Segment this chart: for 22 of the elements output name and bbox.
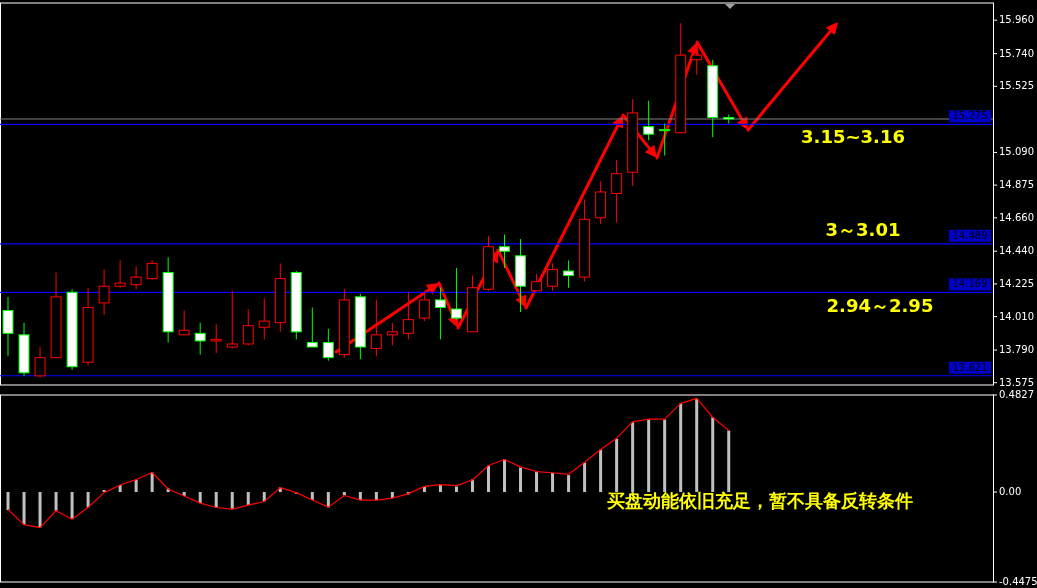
y-tick-label: 14.225 [999, 277, 1034, 289]
y-tick-label: 15.740 [999, 47, 1034, 59]
y-tick-label: 14.660 [999, 211, 1034, 223]
ref-line-label: 15.275 [952, 110, 988, 122]
ref-line-label: 14.489 [952, 229, 988, 241]
y-tick-label: 14.875 [999, 179, 1034, 191]
y-tick-label: 15.960 [999, 14, 1034, 26]
y-tick-label: 15.090 [999, 146, 1034, 158]
ref-line-label: 13.621 [952, 361, 988, 373]
y-tick-label: 13.575 [999, 376, 1034, 388]
annotation: 3.15~3.16 [801, 126, 905, 147]
y-tick-label: 13.790 [999, 344, 1034, 356]
y-tick-label: -0.4475 [999, 576, 1037, 587]
ref-line-label: 14.169 [952, 278, 988, 290]
y-tick-label: 14.010 [999, 310, 1034, 322]
y-tick-label: 0.00 [999, 486, 1022, 498]
y-tick-label: 0.4827 [999, 389, 1034, 400]
y-tick-label: 15.525 [999, 80, 1034, 92]
annotation: 2.94～2.95 [826, 295, 934, 316]
y-tick-label: 14.440 [999, 245, 1034, 257]
annotation: 3～3.01 [825, 219, 901, 240]
annotation: 买盘动能依旧充足，暂不具备反转条件 [607, 490, 913, 511]
